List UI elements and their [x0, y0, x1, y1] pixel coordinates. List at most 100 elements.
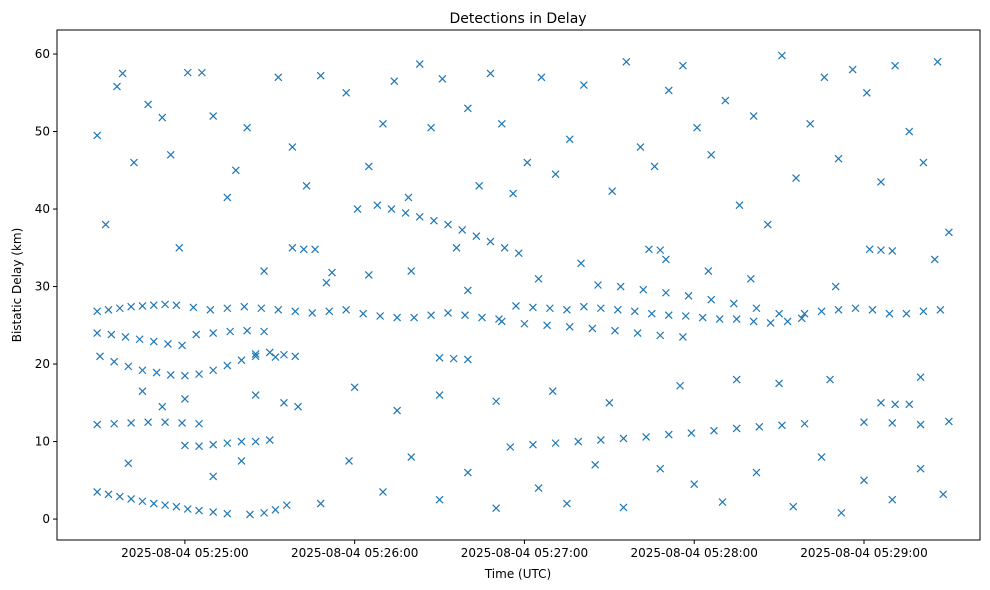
data-point [676, 381, 684, 390]
y-tick-label: 50 [35, 125, 50, 139]
data-point [806, 119, 815, 128]
data-point [463, 104, 472, 113]
data-point [732, 375, 741, 384]
data-point [678, 61, 687, 70]
data-point [359, 309, 368, 318]
data-point [461, 311, 469, 320]
data-point [664, 86, 673, 95]
data-point [444, 308, 452, 317]
data-point [562, 305, 571, 314]
data-point [862, 88, 871, 97]
data-point [778, 421, 786, 430]
data-point [407, 453, 416, 461]
data-point [130, 158, 138, 167]
data-point [271, 505, 280, 514]
data-point [195, 419, 203, 428]
data-point [574, 437, 583, 446]
data-point [661, 288, 670, 297]
data-point [693, 123, 701, 132]
data-point [138, 366, 147, 375]
data-point [197, 68, 206, 77]
data-point [379, 119, 387, 128]
data-point [209, 508, 218, 517]
data-point [223, 193, 232, 202]
data-point [905, 400, 914, 409]
data-point [800, 309, 809, 318]
data-point [172, 502, 181, 511]
x-tick-label: 2025-08-04 05:25:00 [121, 546, 248, 560]
data-point [316, 71, 325, 80]
y-tick-label: 30 [35, 280, 50, 294]
data-point [704, 267, 713, 275]
data-point [826, 375, 834, 384]
data-point [749, 317, 758, 326]
data-point [195, 442, 203, 451]
data-point [715, 315, 724, 324]
data-point [393, 313, 402, 322]
data-point [509, 189, 518, 198]
data-point [166, 150, 175, 159]
data-point [710, 426, 718, 435]
data-point [226, 327, 235, 336]
data-point [506, 443, 515, 451]
plot-frame [56, 29, 981, 541]
data-point [647, 309, 656, 318]
data-point [291, 352, 300, 361]
data-point [939, 490, 948, 499]
data-point [783, 317, 792, 326]
data-point [291, 307, 300, 316]
data-point [452, 243, 461, 252]
data-point [172, 301, 181, 310]
data-point [551, 439, 560, 448]
data-point [180, 441, 189, 450]
data-point [280, 350, 288, 359]
x-tick-label: 2025-08-04 05:29:00 [800, 546, 927, 560]
data-point [104, 490, 113, 499]
data-point [393, 406, 402, 415]
data-point [860, 476, 868, 485]
data-point [789, 502, 798, 511]
data-point [497, 119, 506, 128]
data-point [486, 69, 495, 78]
data-point [231, 166, 240, 175]
data-point [732, 315, 741, 324]
data-point [325, 307, 334, 316]
data-point [376, 312, 385, 320]
data-point [755, 422, 764, 431]
data-point [427, 311, 435, 320]
data-point [458, 226, 467, 234]
data-point [837, 508, 846, 517]
y-axis-label: Bistatic Delay (km) [10, 228, 24, 343]
data-point [933, 57, 942, 66]
data-point [596, 304, 605, 313]
data-point [919, 307, 928, 316]
data-point [645, 245, 653, 254]
data-point [101, 220, 110, 229]
data-point [529, 303, 537, 312]
data-point [149, 499, 158, 508]
data-point [350, 383, 359, 392]
data-point [243, 123, 252, 132]
x-axis-label: Time (UTC) [484, 567, 551, 581]
y-tick-label: 0 [42, 512, 50, 526]
data-point [752, 304, 761, 313]
data-point [93, 420, 102, 429]
data-point [138, 497, 147, 506]
y-tick-label: 10 [35, 435, 50, 449]
data-point [591, 460, 600, 469]
data-point [280, 398, 288, 407]
data-point [127, 419, 136, 427]
data-point [778, 51, 786, 60]
data-point [681, 312, 690, 320]
data-point [594, 281, 602, 289]
data-point [537, 73, 546, 82]
data-point [161, 300, 170, 309]
data-point [763, 220, 772, 229]
data-point [93, 488, 102, 496]
data-point [251, 350, 260, 358]
data-point [562, 499, 571, 508]
data-point [775, 309, 784, 318]
data-point [551, 170, 560, 179]
data-point [472, 232, 481, 241]
